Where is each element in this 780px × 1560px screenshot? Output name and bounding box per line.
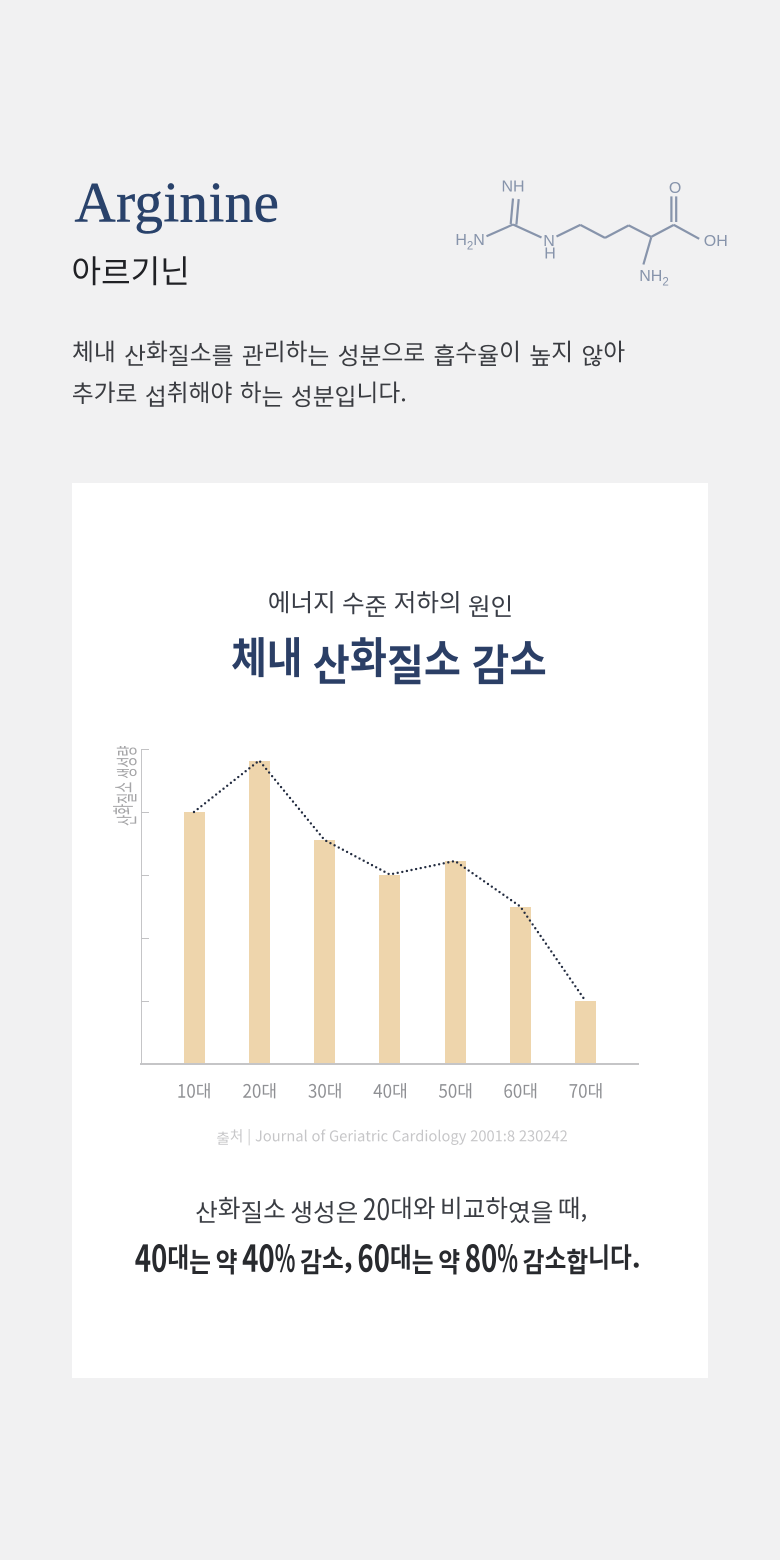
svg-text:N: N: [473, 232, 485, 249]
svg-text:N: N: [543, 233, 555, 250]
svg-text:H: H: [544, 246, 556, 263]
svg-text:2: 2: [467, 241, 473, 253]
svg-text:H: H: [455, 232, 467, 249]
svg-text:NH: NH: [639, 268, 662, 285]
svg-text:NH: NH: [502, 179, 525, 196]
svg-text:Arginine: Arginine: [75, 172, 280, 235]
svg-text:2: 2: [662, 276, 668, 288]
svg-text:O: O: [669, 180, 681, 197]
svg-text:OH: OH: [704, 233, 728, 250]
